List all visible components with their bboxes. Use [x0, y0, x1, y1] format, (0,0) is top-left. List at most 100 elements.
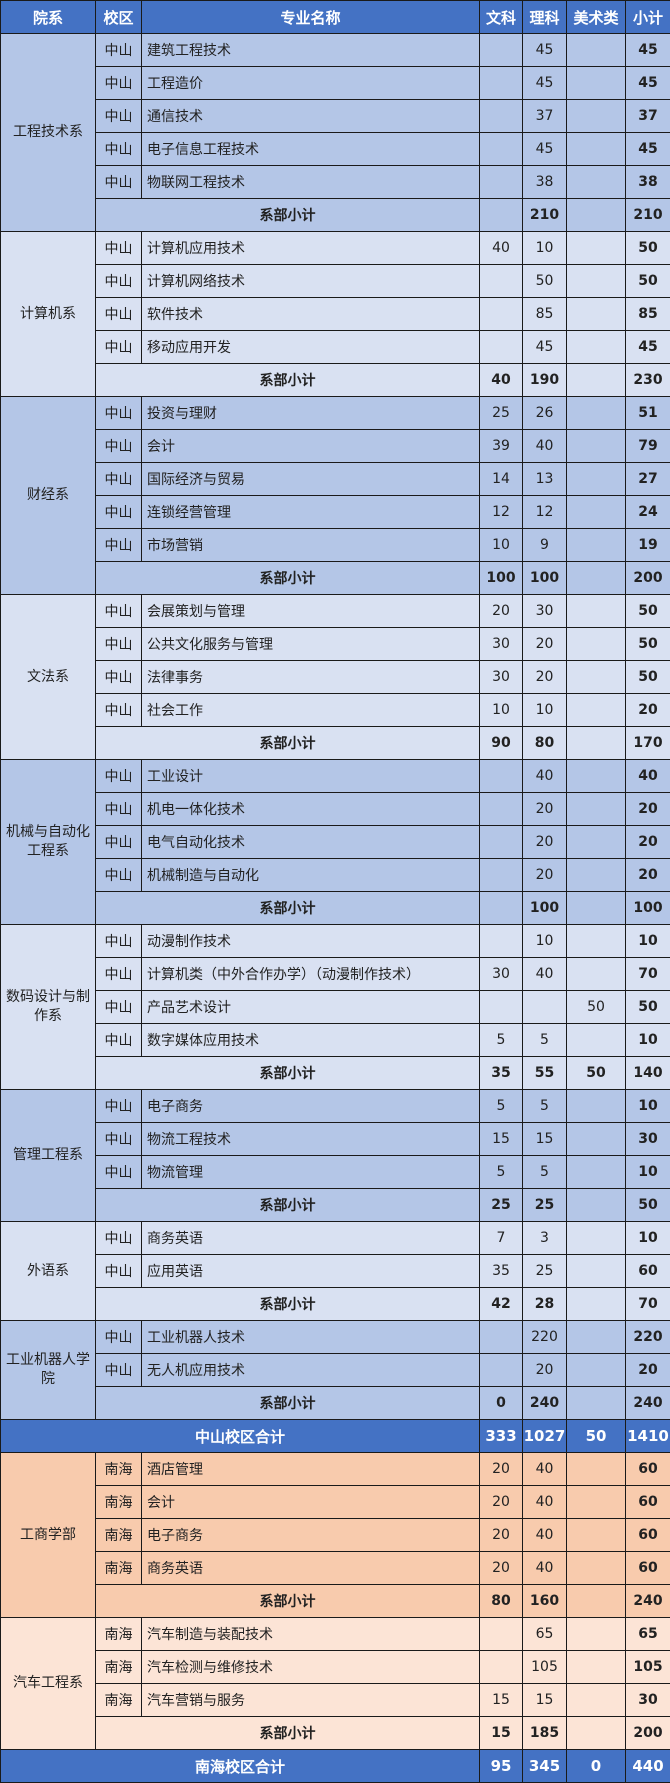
cell-campus: 中山 [95, 1221, 142, 1255]
cell-campus: 中山 [95, 264, 142, 298]
cell-science: 85 [522, 297, 567, 331]
table-row: 中山 物流工程技术 15 15 30 [1, 1122, 670, 1156]
subtotal-row: 系部小计 80 160 240 [1, 1584, 670, 1618]
cell-science: 10 [522, 693, 567, 727]
subtotal-subtotal: 70 [625, 1287, 670, 1321]
subtotal-liberal-arts: 42 [479, 1287, 523, 1321]
cell-fine-arts [566, 759, 626, 793]
cell-subtotal: 10 [625, 1155, 670, 1189]
subtotal-label: 系部小计 [95, 198, 480, 232]
cell-major: 电子商务 [141, 1089, 480, 1123]
cell-major: 应用英语 [141, 1254, 480, 1288]
cell-campus: 中山 [95, 660, 142, 694]
cell-campus: 中山 [95, 429, 142, 463]
cell-campus: 中山 [95, 1254, 142, 1288]
header-campus: 校区 [95, 0, 142, 34]
cell-major: 计算机应用技术 [141, 231, 480, 265]
cell-fine-arts [566, 1254, 626, 1288]
cell-major: 连锁经营管理 [141, 495, 480, 529]
subtotal-science: 240 [522, 1386, 567, 1420]
cell-fine-arts [566, 792, 626, 826]
header-liberal-arts: 文科 [479, 0, 523, 34]
table-row: 中山 电子信息工程技术 45 45 [1, 132, 670, 166]
header-department: 院系 [0, 0, 96, 34]
table-row: 中山 会计 39 40 79 [1, 429, 670, 463]
subtotal-science: 80 [522, 726, 567, 760]
cell-liberal-arts [479, 825, 523, 859]
cell-campus: 中山 [95, 528, 142, 562]
cell-science: 37 [522, 99, 567, 133]
table-row: 中山 无人机应用技术 20 20 [1, 1353, 670, 1387]
cell-liberal-arts: 20 [479, 1518, 523, 1552]
table-row: 中山 应用英语 35 25 60 [1, 1254, 670, 1288]
subtotal-label: 系部小计 [95, 1188, 480, 1222]
cell-science: 10 [522, 924, 567, 958]
cell-science: 20 [522, 792, 567, 826]
campus-total-row: 南海校区合计 95 345 0 440 [0, 1749, 670, 1783]
cell-campus: 中山 [95, 1353, 142, 1387]
cell-campus: 中山 [95, 1320, 142, 1354]
cell-fine-arts [566, 1023, 626, 1057]
cell-subtotal: 10 [625, 1023, 670, 1057]
total-fine-arts: 0 [566, 1749, 626, 1783]
cell-subtotal: 30 [625, 1683, 670, 1717]
department-name: 工商学部 [0, 1452, 96, 1618]
cell-major: 汽车制造与装配技术 [141, 1617, 480, 1651]
total-fine-arts: 50 [566, 1419, 626, 1453]
subtotal-liberal-arts: 80 [479, 1584, 523, 1618]
cell-fine-arts [566, 924, 626, 958]
cell-fine-arts [566, 594, 626, 628]
subtotal-subtotal: 200 [625, 1716, 670, 1750]
cell-campus: 中山 [95, 1155, 142, 1189]
cell-science: 20 [522, 660, 567, 694]
table-row: 中山 计算机网络技术 50 50 [1, 264, 670, 298]
total-science: 1027 [522, 1419, 567, 1453]
cell-major: 无人机应用技术 [141, 1353, 480, 1387]
cell-liberal-arts: 20 [479, 594, 523, 628]
table-row: 南海 商务英语 20 40 60 [1, 1551, 670, 1585]
cell-liberal-arts: 7 [479, 1221, 523, 1255]
subtotal-subtotal: 140 [625, 1056, 670, 1090]
cell-campus: 南海 [95, 1683, 142, 1717]
cell-fine-arts [566, 957, 626, 991]
table-row: 中山 物流管理 5 5 10 [1, 1155, 670, 1189]
cell-fine-arts [566, 33, 626, 67]
table-row: 中山 社会工作 10 10 20 [1, 693, 670, 727]
cell-subtotal: 20 [625, 1353, 670, 1387]
cell-subtotal: 50 [625, 660, 670, 694]
cell-subtotal: 50 [625, 231, 670, 265]
cell-major: 机电一体化技术 [141, 792, 480, 826]
cell-fine-arts [566, 1518, 626, 1552]
cell-liberal-arts [479, 990, 523, 1024]
department-name: 文法系 [0, 594, 96, 760]
department-name: 数码设计与制作系 [0, 924, 96, 1090]
cell-liberal-arts [479, 792, 523, 826]
cell-campus: 南海 [95, 1617, 142, 1651]
cell-liberal-arts [479, 99, 523, 133]
cell-fine-arts: 50 [566, 990, 626, 1024]
cell-fine-arts [566, 627, 626, 661]
cell-liberal-arts [479, 1353, 523, 1387]
campus-total-label: 中山校区合计 [0, 1419, 480, 1453]
cell-liberal-arts [479, 759, 523, 793]
table-row: 汽车工程系 南海 汽车制造与装配技术 65 65 [0, 1617, 670, 1750]
cell-science: 26 [522, 396, 567, 430]
table-row: 中山 机械制造与自动化 20 20 [1, 858, 670, 892]
subtotal-liberal-arts: 25 [479, 1188, 523, 1222]
cell-subtotal: 45 [625, 132, 670, 166]
subtotal-subtotal: 240 [625, 1386, 670, 1420]
cell-campus: 中山 [95, 1089, 142, 1123]
subtotal-subtotal: 50 [625, 1188, 670, 1222]
cell-campus: 中山 [95, 990, 142, 1024]
cell-subtotal: 45 [625, 330, 670, 364]
cell-liberal-arts: 25 [479, 396, 523, 430]
subtotal-label: 系部小计 [95, 1716, 480, 1750]
cell-subtotal: 105 [625, 1650, 670, 1684]
cell-campus: 中山 [95, 66, 142, 100]
cell-fine-arts [566, 1650, 626, 1684]
cell-campus: 中山 [95, 1023, 142, 1057]
subtotal-fine-arts [566, 891, 626, 925]
subtotal-liberal-arts: 100 [479, 561, 523, 595]
table-row: 中山 连锁经营管理 12 12 24 [1, 495, 670, 529]
